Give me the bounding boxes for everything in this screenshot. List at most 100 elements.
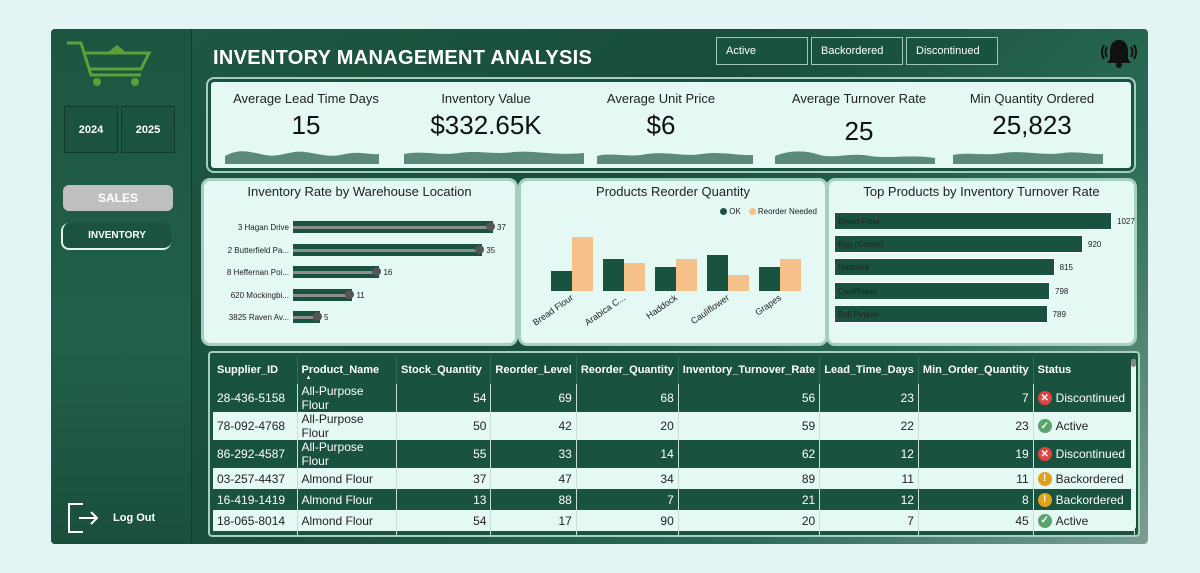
column-header[interactable]: Inventory_Turnover_Rate — [678, 356, 821, 384]
table-cell: 59 — [678, 412, 821, 440]
year-2024-button[interactable]: 2024 — [64, 106, 118, 153]
warehouse-lollipop-line — [293, 248, 479, 252]
column-header-label: Product_Name — [301, 364, 380, 376]
bell-icon[interactable] — [1098, 37, 1140, 69]
turnover-label: Bread Flour — [838, 217, 880, 226]
kpi-label: Min Quantity Ordered — [969, 91, 1095, 106]
table-row[interactable]: 16-419-1419 Almond Flour 13 88 7 21 12 8! Backor… — [213, 489, 1136, 510]
table-row[interactable]: 03-257-4437 Almond Flour 37 47 34 89 11 11! Back… — [213, 468, 1136, 489]
turnover-label: Cauliflower — [838, 286, 878, 296]
reorder-chart-title: Products Reorder Quantity — [596, 184, 750, 199]
active-check-icon: ✓ — [1037, 419, 1052, 433]
table-cell: ✓ Active — [1033, 510, 1136, 531]
logout-button[interactable]: Log Out — [65, 500, 155, 536]
reorder-bar-needed[interactable] — [728, 275, 749, 291]
column-header[interactable]: Min_Order_Quantity — [918, 356, 1034, 384]
status-label: Discontinued — [1055, 447, 1126, 461]
warehouse-label: 8 Heffernan Poi... — [226, 268, 289, 277]
reorder-chart: Bread Flour Arabica C... Haddock Cauliflowe… — [531, 237, 801, 328]
sidebar: 2024 2025 SALES INVENTORY Log Out — [51, 29, 192, 544]
turnover-value: 920 — [1088, 240, 1102, 250]
table-cell: 78-092-4768 — [213, 412, 298, 440]
table-row[interactable]: 42-579-7177Almond Flour79475169234✕ Disco… — [213, 531, 1136, 535]
kpi-unit-price: Average Unit Price $6 — [571, 82, 751, 141]
reorder-bar-ok[interactable] — [759, 267, 780, 291]
table-row[interactable]: 18-065-8014 Almond Flour 54 17 90 20 7 45 ✓ Activ… — [213, 510, 1136, 531]
kpi-value: 25 — [844, 116, 874, 146]
table-scrollbar[interactable] — [1131, 359, 1136, 529]
warehouse-lollipop-dot — [486, 222, 495, 231]
column-header[interactable]: Reorder_Quantity — [576, 356, 679, 384]
table-row[interactable]: 86-292-4587 All-Purpose Flour 55 33 14 62 12 19… — [213, 440, 1136, 468]
table-row[interactable]: 78-092-4768 All-Purpose Flour 50 42 20 59 22 23… — [213, 412, 1136, 440]
column-header[interactable]: Product_Name ▲ — [297, 356, 398, 384]
turnover-bar[interactable] — [834, 258, 1055, 277]
kpi-label: Average Lead Time Days — [233, 91, 379, 106]
table-cell: ✕Discontinued — [1033, 384, 1136, 412]
table-cell: 42-579-7177 — [213, 531, 298, 535]
reorder-bar-needed[interactable] — [624, 263, 645, 291]
table-scrollbar-thumb[interactable] — [1131, 359, 1136, 367]
sort-ascending-icon: ▲ — [305, 375, 312, 381]
turnover-chart-panel: Top Products by Inventory Turnover Rate … — [829, 181, 1135, 343]
reorder-bar-ok[interactable] — [707, 255, 728, 291]
column-header[interactable]: Lead_Time_Days — [819, 356, 919, 384]
table-cell: 34 — [576, 468, 679, 489]
turnover-bar[interactable] — [834, 212, 1112, 230]
kpi-label: Inventory Value — [441, 91, 531, 106]
filter-discontinued-button[interactable]: Discontinued — [906, 37, 998, 65]
table-cell: 19 — [918, 440, 1034, 468]
reorder-bar-ok[interactable] — [655, 267, 676, 291]
sparkline — [225, 151, 379, 164]
reorder-category-label: Cauliflower — [689, 292, 731, 326]
kpi-value: 15 — [291, 110, 321, 140]
turnover-bar[interactable] — [834, 281, 1050, 300]
table-cell: ! Backordered — [1033, 468, 1136, 489]
warehouse-lollipop-dot — [372, 267, 382, 276]
warehouse-chart-panel: Inventory Rate by Warehouse Location 3 H… — [204, 181, 515, 343]
table-cell: All-Purpose Flour — [297, 412, 398, 440]
reorder-bar-needed[interactable] — [676, 259, 697, 291]
year-2025-button[interactable]: 2025 — [121, 106, 175, 153]
filter-active-button[interactable]: Active — [716, 37, 808, 65]
discontinued-icon: ✕ — [1037, 534, 1052, 535]
table-cell: 55 — [396, 440, 492, 468]
table-cell: 54 — [396, 384, 492, 412]
table-cell: 62 — [678, 440, 821, 468]
turnover-label: Bell Pepper — [838, 309, 880, 319]
legend-ok-swatch — [720, 208, 728, 215]
page-title: INVENTORY MANAGEMENT ANALYSIS — [213, 47, 593, 69]
table-cell: 2 — [819, 531, 919, 535]
reorder-bar-ok[interactable] — [551, 271, 572, 291]
table-cell: Almond Flour — [297, 510, 398, 531]
column-header[interactable]: Reorder_Level — [490, 356, 577, 384]
turnover-bar[interactable] — [834, 304, 1048, 323]
kpi-label: Average Turnover Rate — [791, 91, 927, 106]
table-row[interactable]: 28-436-5158 All-Purpose Flour 54 69 68 56 23 7 ✕… — [213, 384, 1136, 412]
column-header[interactable]: Status — [1033, 356, 1136, 384]
warehouse-lollipop-line — [293, 293, 349, 297]
sales-nav-button[interactable]: SALES — [63, 185, 173, 211]
kpi-strip: Average Lead Time Days 15 Inventory Valu… — [208, 79, 1134, 171]
reorder-category-label: Arabica C... — [583, 292, 627, 327]
table-cell: 56 — [678, 384, 821, 412]
column-header[interactable]: Supplier_ID — [213, 356, 298, 384]
sparkline — [953, 152, 1103, 164]
sparkline — [775, 151, 935, 164]
table-cell: 33 — [490, 440, 577, 468]
reorder-bar-ok[interactable] — [603, 259, 624, 291]
column-header[interactable]: Stock_Quantity — [396, 356, 492, 384]
table-cell: 47 — [490, 468, 577, 489]
table-cell: 7 — [576, 489, 679, 510]
inventory-nav-button[interactable]: INVENTORY — [61, 223, 171, 250]
table-cell: 42 — [490, 412, 577, 440]
reorder-bar-needed[interactable] — [572, 237, 593, 291]
reorder-category-label: Haddock — [644, 292, 679, 321]
turnover-bar[interactable] — [834, 235, 1084, 254]
turnover-value: 798 — [1055, 286, 1069, 296]
table-cell: 89 — [678, 468, 821, 489]
filter-backordered-button[interactable]: Backordered — [811, 37, 903, 65]
warehouse-label: 620 Mockingbi... — [230, 290, 289, 300]
warehouse-label: 3825 Raven Av... — [228, 313, 289, 322]
reorder-bar-needed[interactable] — [780, 259, 801, 291]
